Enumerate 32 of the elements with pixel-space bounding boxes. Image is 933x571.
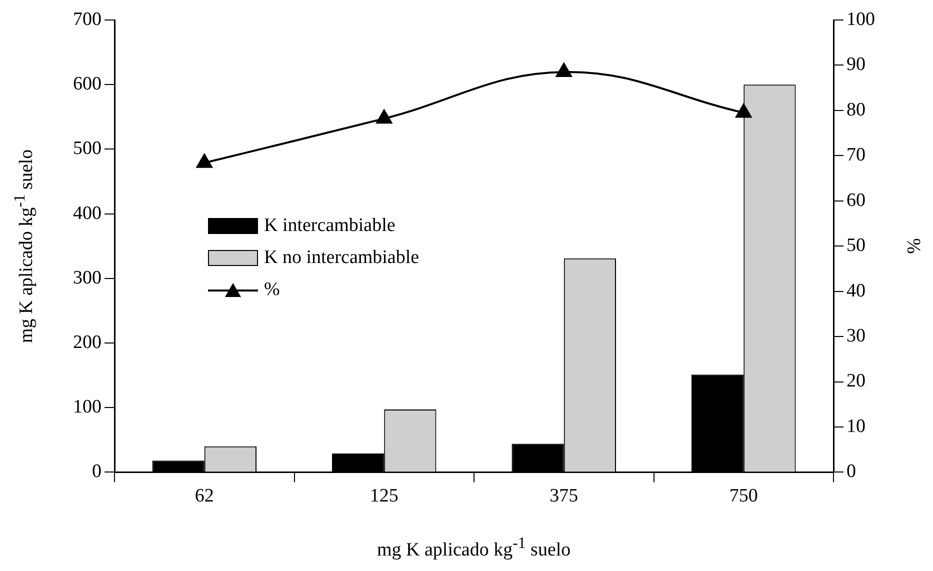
x-axis-title: mg K aplicado kg$^{-1}$ suelo	[377, 535, 571, 562]
point	[736, 104, 752, 118]
y2-tick-label: 0	[846, 461, 856, 482]
y-tick-label: 100	[73, 396, 102, 418]
x-tick-label: 750	[729, 486, 758, 507]
legend-label: K no intercambiable	[264, 246, 420, 269]
x-tick-label: 125	[370, 486, 398, 507]
y2-tick-label: 30	[846, 326, 866, 347]
y-tick-label: 200	[73, 332, 102, 353]
y-tick-label: 400	[73, 202, 102, 224]
y2-tick-label: 100	[846, 8, 875, 30]
y-tick-label: 300	[73, 267, 102, 288]
y2-tick-label: 60	[846, 190, 866, 211]
y2-tick-label: 80	[846, 99, 866, 120]
y2-axis-title: %	[904, 238, 926, 254]
y2-tick-label: 20	[846, 370, 866, 392]
y2-tick-label: 70	[846, 144, 866, 166]
y-tick-label: 700	[73, 8, 102, 30]
legend-label: %	[264, 278, 280, 301]
y-tick-label: 500	[73, 138, 102, 160]
point	[196, 154, 212, 168]
y2-tick-label: 50	[846, 235, 866, 256]
x-tick-label: 375	[550, 486, 578, 507]
x-tick-label: 62	[194, 486, 214, 507]
point	[376, 110, 392, 124]
y2-tick-label: 90	[846, 54, 866, 76]
point	[556, 63, 572, 78]
legend-label: K intercambiable	[264, 214, 396, 237]
y2-tick-label: 40	[846, 280, 866, 302]
y-tick-label: 600	[73, 74, 102, 95]
y2-tick-label: 10	[846, 416, 866, 437]
y-tick-label: 0	[92, 461, 102, 482]
